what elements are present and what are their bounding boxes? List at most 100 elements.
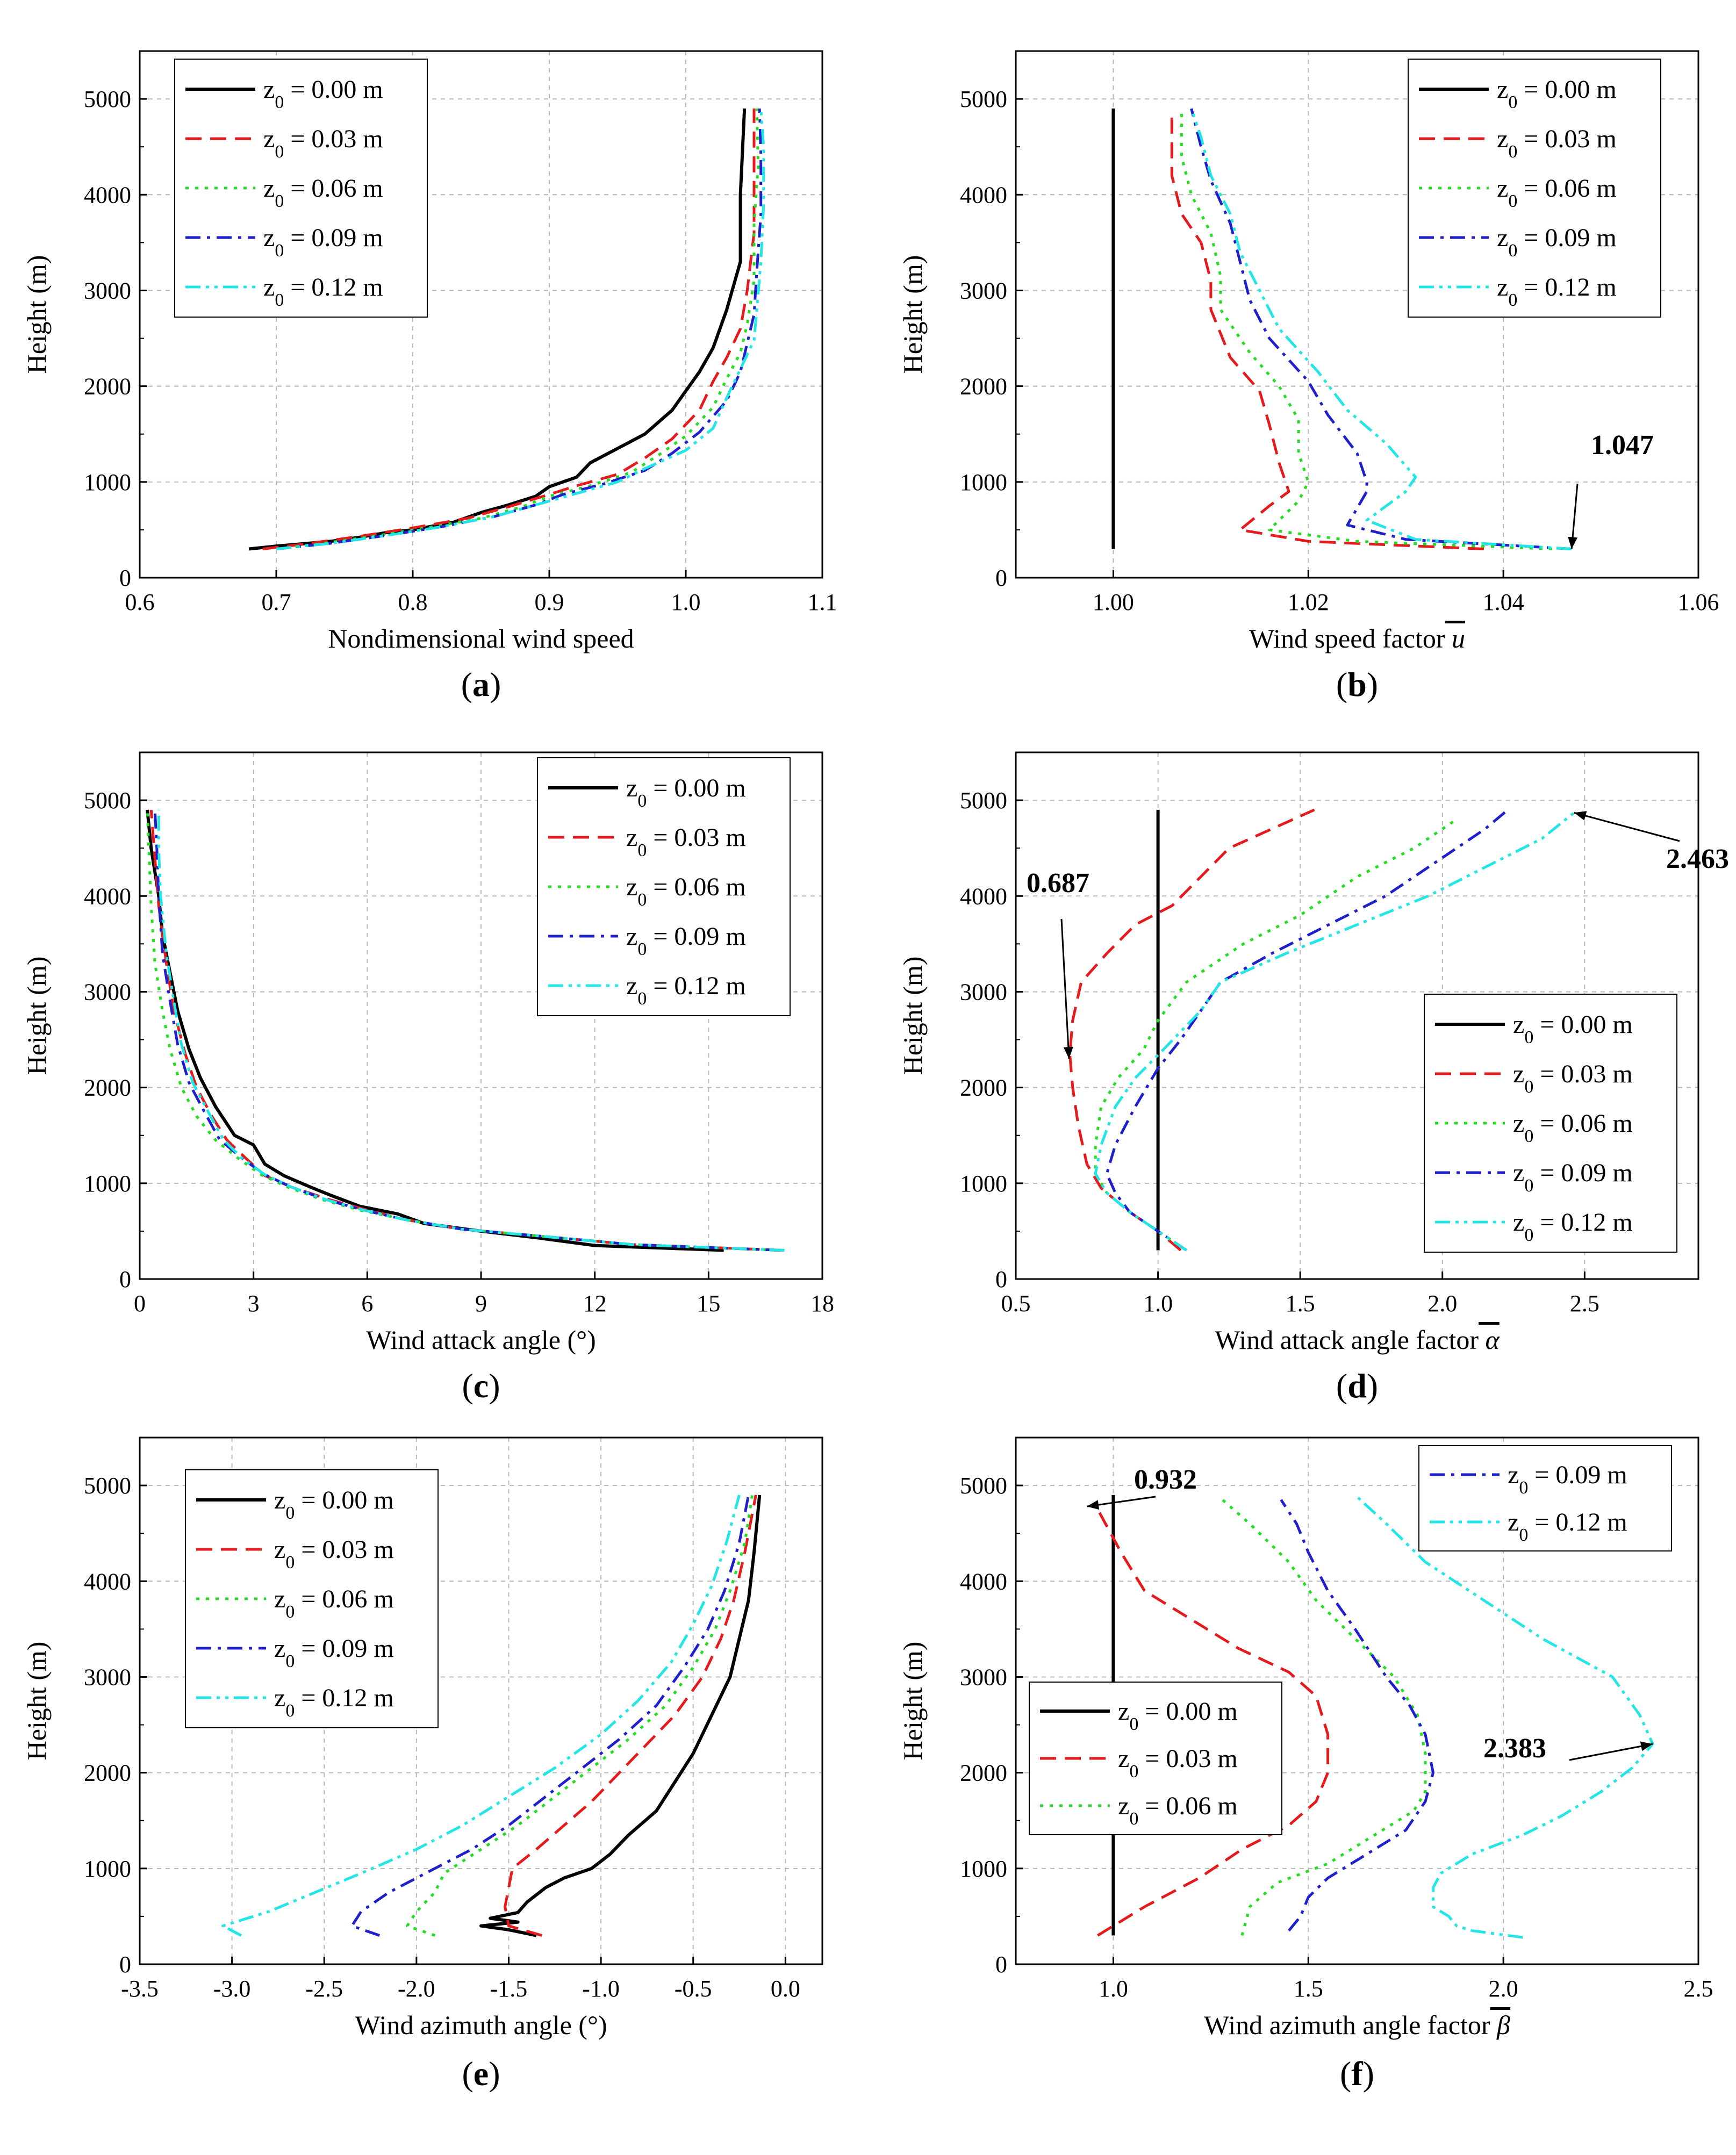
y-tick-label: 3000 bbox=[960, 979, 1007, 1005]
y-axis-label: Height (m) bbox=[898, 1642, 928, 1761]
x-tick-label: 0.0 bbox=[771, 1976, 800, 2002]
annotation-arrow bbox=[1060, 918, 1070, 1059]
panel-label: (b) bbox=[1336, 665, 1378, 703]
x-tick-label: 1.0 bbox=[671, 589, 701, 615]
series-line-d-2 bbox=[1094, 818, 1458, 1252]
legend-label: z0 = 0.06 m bbox=[263, 174, 383, 211]
legend-label: z0 = 0.03 m bbox=[263, 125, 383, 162]
chart-panel-b: 1.00 1.02 1.04 1.06 0 1000 2000 3000 4000 5000 Win… bbox=[898, 50, 1719, 703]
legend: z0 = 0.09 m z0 = 0.12 m bbox=[1418, 1445, 1672, 1551]
legend-label: z0 = 0.12 m bbox=[626, 972, 746, 1009]
legend-label: z0 = 0.12 m bbox=[263, 273, 383, 310]
x-tick-label: 1.04 bbox=[1483, 589, 1524, 615]
x-axis-label: Wind attack angle (°) bbox=[366, 1325, 596, 1355]
plot-frame bbox=[1015, 1436, 1699, 1965]
x-tick-label: 1.06 bbox=[1678, 589, 1719, 615]
y-tick-label: 1000 bbox=[960, 1170, 1007, 1197]
x-tick-label: 0.8 bbox=[398, 589, 428, 615]
plot-frame bbox=[139, 50, 823, 579]
legend: z0 = 0.00 m z0 = 0.03 m z0 = 0.06 m z0 = 0.… bbox=[537, 757, 791, 1016]
x-tick-label: -2.0 bbox=[398, 1976, 435, 2002]
x-tick-label: 1.00 bbox=[1093, 589, 1134, 615]
y-tick-label: 5000 bbox=[84, 86, 131, 112]
y-tick-label: 2000 bbox=[960, 1760, 1007, 1786]
x-tick-label: 2.0 bbox=[1489, 1976, 1518, 2002]
x-tick-label: 12 bbox=[583, 1290, 607, 1317]
panel-label: (f) bbox=[1340, 2055, 1374, 2093]
y-axis-label: Height (m) bbox=[21, 957, 52, 1075]
legend-label: z0 = 0.06 m bbox=[1497, 174, 1617, 211]
y-tick-label: 3000 bbox=[960, 277, 1007, 304]
series-line-a-4 bbox=[276, 108, 765, 550]
legend: z0 = 0.00 m z0 = 0.03 m z0 = 0.06 m z0 = 0.… bbox=[1408, 59, 1661, 318]
series-line-f-2 bbox=[1221, 1498, 1427, 1936]
panel-label: (d) bbox=[1336, 1367, 1378, 1405]
legend-label: z0 = 0.12 m bbox=[274, 1684, 394, 1721]
series-line-e-4 bbox=[221, 1495, 741, 1937]
x-tick-label: 2.0 bbox=[1427, 1290, 1457, 1317]
x-tick-label: 1.0 bbox=[1143, 1290, 1173, 1317]
series-line-f-3 bbox=[1280, 1499, 1434, 1932]
panel-label: (e) bbox=[462, 2055, 500, 2093]
plot-frame bbox=[139, 751, 823, 1280]
legend-label: z0 = 0.00 m bbox=[274, 1486, 394, 1523]
x-tick-label: 2.5 bbox=[1684, 1976, 1713, 2002]
y-tick-label: 4000 bbox=[84, 883, 131, 909]
legend-label: z0 = 0.12 m bbox=[1497, 273, 1617, 310]
legend: z0 = 0.00 m z0 = 0.03 m z0 = 0.06 m z0 = 0.… bbox=[1424, 994, 1677, 1253]
legend-label: z0 = 0.00 m bbox=[626, 774, 746, 811]
y-axis-label: Height (m) bbox=[898, 255, 928, 374]
x-tick-label: 6 bbox=[361, 1290, 373, 1317]
y-tick-label: 2000 bbox=[84, 373, 131, 400]
y-tick-label: 4000 bbox=[960, 182, 1007, 208]
y-tick-label: 0 bbox=[995, 1951, 1007, 1978]
y-tick-label: 5000 bbox=[84, 787, 131, 814]
legend-label: z0 = 0.03 m bbox=[274, 1535, 394, 1572]
x-tick-label: 1.0 bbox=[1099, 1976, 1128, 2002]
panel-label: (c) bbox=[462, 1367, 500, 1405]
y-tick-label: 5000 bbox=[960, 787, 1007, 814]
y-tick-label: 3000 bbox=[960, 1664, 1007, 1690]
legend-label: z0 = 0.00 m bbox=[1497, 75, 1617, 112]
y-tick-label: 3000 bbox=[84, 1664, 131, 1690]
y-tick-label: 0 bbox=[995, 1266, 1007, 1292]
x-tick-label: 0.6 bbox=[125, 589, 155, 615]
x-axis-label: Wind speed factor u bbox=[1249, 623, 1465, 653]
annotation-arrow bbox=[1569, 1743, 1653, 1761]
series-line-d-1 bbox=[1068, 808, 1315, 1252]
y-tick-label: 3000 bbox=[84, 277, 131, 304]
series-line-e-1 bbox=[504, 1495, 757, 1937]
series-line-c-4 bbox=[157, 809, 785, 1252]
chart-panel-d: 0.5 1.0 1.5 2.0 2.5 0 1000 2000 3000 4000 5000 Wind… bbox=[898, 751, 1729, 1405]
y-tick-label: 0 bbox=[995, 565, 1007, 591]
panel-label: (a) bbox=[461, 665, 501, 703]
series-line-e-2 bbox=[406, 1495, 754, 1937]
legend-label: z0 = 0.12 m bbox=[1508, 1508, 1627, 1545]
plot-frame bbox=[1015, 751, 1699, 1280]
series-line-d-4 bbox=[1094, 811, 1575, 1252]
y-axis-label: Height (m) bbox=[898, 957, 928, 1075]
y-tick-label: 0 bbox=[119, 565, 131, 591]
x-tick-label: 3 bbox=[248, 1290, 260, 1317]
plot-frame bbox=[1015, 50, 1699, 579]
x-tick-label: -0.5 bbox=[675, 1976, 712, 2002]
legend-label: z0 = 0.09 m bbox=[1513, 1159, 1633, 1196]
legend-label: z0 = 0.03 m bbox=[626, 823, 746, 860]
y-tick-label: 0 bbox=[119, 1266, 131, 1292]
annotation-arrowhead bbox=[1568, 536, 1578, 549]
y-tick-label: 5000 bbox=[960, 86, 1007, 112]
legend: z0 = 0.00 m z0 = 0.03 m z0 = 0.06 m bbox=[1029, 1682, 1282, 1835]
legend-label: z0 = 0.06 m bbox=[1513, 1109, 1633, 1146]
x-tick-label: 1.5 bbox=[1294, 1976, 1323, 2002]
chart-panel-c: 0 3 6 9 12 15 18 0 1000 2000 3000 4000 5000 Wind atta… bbox=[21, 751, 834, 1405]
annotation-arrowhead bbox=[1640, 1741, 1653, 1751]
annotation-arrowhead bbox=[1574, 811, 1587, 821]
y-tick-label: 2000 bbox=[84, 1075, 131, 1101]
y-tick-label: 1000 bbox=[84, 1170, 131, 1197]
series-line-b-1 bbox=[1170, 113, 1484, 550]
x-tick-label: 15 bbox=[697, 1290, 720, 1317]
y-tick-label: 5000 bbox=[84, 1472, 131, 1499]
y-tick-label: 3000 bbox=[84, 979, 131, 1005]
annotation-arrow bbox=[1574, 811, 1680, 842]
